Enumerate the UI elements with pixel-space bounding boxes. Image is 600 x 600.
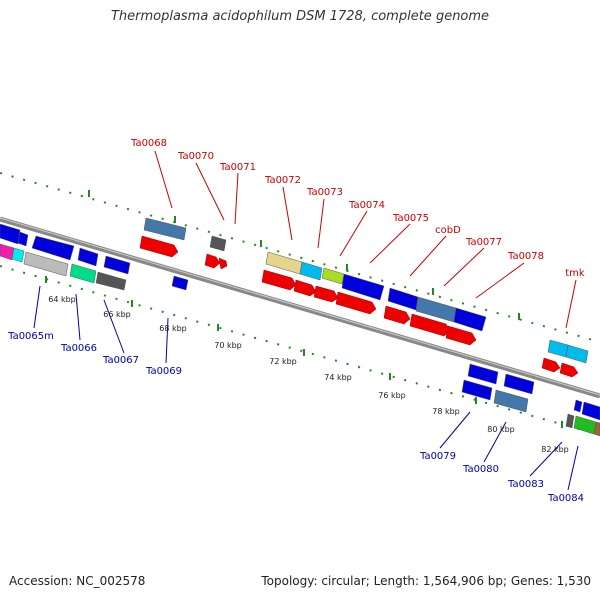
gene-ta0072 [265, 251, 303, 275]
bottom-major-ticks [45, 276, 563, 428]
tick-label: 66 kbp [103, 310, 131, 319]
gene-ta0065-a [0, 223, 21, 245]
top-major-ticks [88, 190, 520, 320]
gene-label-bottom[interactable]: Ta0079 [419, 451, 456, 462]
map-title: Thermoplasma acidophilum DSM 1728, compl… [110, 9, 490, 24]
gene-ta0066 [31, 235, 75, 261]
tick-label: 70 kbp [214, 341, 242, 350]
gene-label-top[interactable]: Ta0074 [348, 200, 385, 211]
tick-label: 74 kbp [324, 373, 352, 382]
gene-ta0075 [387, 287, 419, 311]
tick-label: 82 kbp [541, 445, 569, 454]
gene-label-top[interactable]: cobD [435, 225, 461, 236]
gene-tmk [565, 344, 589, 364]
tick-label: 78 kbp [432, 407, 460, 416]
tick-label: 76 kbp [378, 391, 406, 400]
gene-label-bottom[interactable]: Ta0065m [7, 331, 54, 342]
tick-label: 80 kbp [487, 425, 515, 434]
gene-label-bottom[interactable]: Ta0069 [145, 366, 182, 377]
gene-label-bottom[interactable]: Ta0084 [547, 493, 584, 504]
upper-strand-genes [0, 217, 600, 421]
accession-text: Accession: NC_002578 [9, 574, 146, 588]
gene-ta0067 [77, 247, 99, 267]
gene-label-top[interactable]: Ta0071 [219, 162, 256, 173]
gene-tmk-a [547, 339, 569, 358]
lower-strand-genes [0, 243, 600, 437]
gene-ta0074-a [321, 267, 345, 285]
bottom-leader-lines [33, 285, 579, 491]
gene-ta0084-a [573, 399, 583, 413]
tick-label: 72 kbp [269, 357, 297, 366]
gene-ta0067-b [103, 255, 131, 275]
gene-ta0084-b [581, 401, 600, 421]
gene-ta0073 [299, 261, 323, 281]
gene-label-top[interactable]: Ta0070 [177, 151, 214, 162]
gene-label-bottom[interactable]: Ta0080 [462, 464, 499, 475]
gene-label-top[interactable]: Ta0073 [306, 187, 343, 198]
gene-ta0079 [467, 363, 499, 385]
gene-label-top[interactable]: tmk [565, 268, 585, 279]
top-leader-lines [154, 150, 577, 329]
gene-label-top[interactable]: Ta0078 [507, 251, 544, 262]
genome-backbone-highlight [0, 217, 600, 396]
tick-label: 64 kbp [48, 295, 76, 304]
gene-label-top[interactable]: Ta0075 [392, 213, 429, 224]
gene-label-bottom[interactable]: Ta0083 [507, 479, 544, 490]
gene-label-bottom[interactable]: Ta0066 [60, 343, 97, 354]
gene-ta0077 [453, 307, 487, 332]
gene-ta0074 [341, 273, 385, 301]
gene-ta0065-b [17, 231, 29, 247]
gene-label-bottom[interactable]: Ta0067 [102, 355, 139, 366]
gene-label-top[interactable]: Ta0072 [264, 175, 301, 186]
gene-label-top[interactable]: Ta0077 [465, 237, 502, 248]
genome-summary-text: Topology: circular; Length: 1,564,906 bp… [261, 574, 591, 588]
gene-ta0071 [209, 235, 227, 252]
gene-ta0068 [143, 217, 187, 241]
gene-label-top[interactable]: Ta0068 [130, 138, 167, 149]
tick-label: 68 kbp [159, 324, 187, 333]
forward-genes [139, 235, 579, 378]
gene-ta0080 [503, 373, 535, 395]
genome-backbone [0, 216, 600, 399]
